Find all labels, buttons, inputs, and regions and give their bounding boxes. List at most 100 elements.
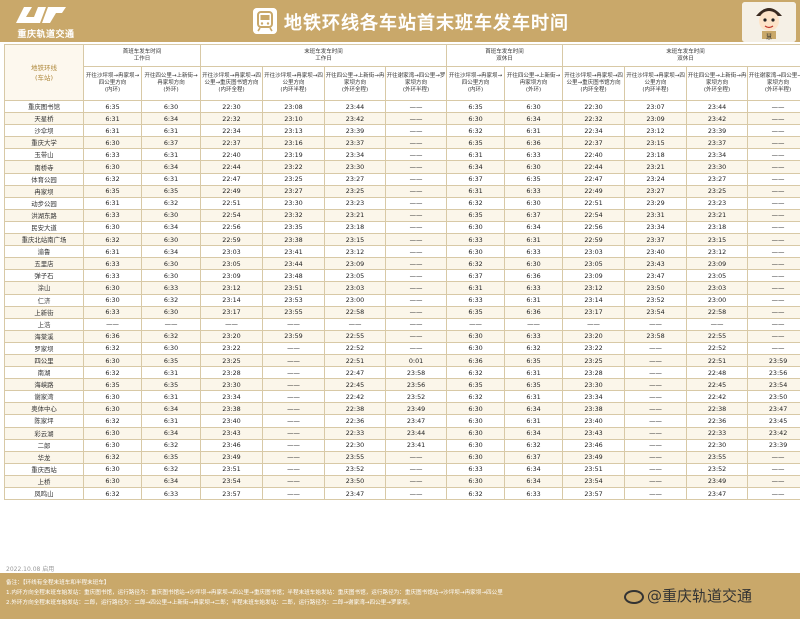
time-cell: ——	[747, 317, 800, 331]
time-cell: 6:31	[83, 196, 142, 210]
time-cell: ——	[747, 341, 800, 355]
time-cell: ——	[747, 148, 800, 162]
time-cell: 23:15	[324, 233, 387, 247]
time-cell: ——	[262, 341, 326, 355]
time-cell: 6:32	[504, 438, 564, 452]
table-row: 南湖 6:32 6:31 23:28 —— 22:47 23:58 6:32 6:31 23:28…	[4, 366, 800, 380]
station-name: 重庆西站	[4, 462, 84, 476]
table-row: 海棠溪 6:36 6:32 23:20 23:59 22:55 —— 6:30 6:33 23:2…	[4, 329, 800, 343]
time-cell: 6:30	[83, 136, 142, 150]
time-cell: 6:37	[446, 269, 506, 283]
time-cell: 6:31	[504, 390, 564, 404]
station-name: 奥体中心	[4, 402, 84, 416]
time-cell: 22:30	[686, 438, 749, 452]
time-cell: 6:30	[140, 233, 202, 247]
time-cell: 6:30	[83, 438, 142, 452]
time-cell: 23:07	[624, 99, 688, 114]
time-cell: 6:33	[446, 462, 506, 476]
time-cell: 22:51	[324, 353, 387, 368]
column-header: 开往四公里→上新街→冉家坝方向 (外环)	[504, 66, 564, 101]
table-row: 重庆大学 6:30 6:37 22:37 23:16 23:37 —— 6:35 6:36 22:…	[4, 136, 800, 150]
time-cell: ——	[262, 486, 326, 501]
time-cell: 23:51	[262, 281, 326, 295]
time-cell: 23:44	[385, 426, 448, 440]
time-cell: 23:57	[200, 486, 264, 501]
time-cell: 22:49	[562, 184, 626, 198]
time-cell: ——	[624, 438, 688, 452]
time-cell: 22:51	[686, 353, 749, 368]
station-name: 陈家坪	[4, 414, 84, 428]
time-cell: 6:30	[446, 450, 506, 464]
time-cell: 6:31	[504, 414, 564, 428]
time-cell: 23:09	[324, 257, 387, 271]
station-name: 上新街	[4, 305, 84, 319]
time-cell: 22:56	[562, 220, 626, 235]
time-cell: ——	[385, 293, 448, 307]
time-cell: 23:38	[200, 402, 264, 416]
time-cell: 23:15	[624, 136, 688, 150]
station-name: 四公里	[4, 353, 84, 368]
time-cell: 23:40	[562, 414, 626, 428]
station-name: 天星桥	[4, 112, 84, 126]
time-cell: ——	[747, 136, 800, 150]
station-name: 上桥	[4, 474, 84, 489]
time-cell: 23:13	[262, 124, 326, 138]
time-cell: ——	[262, 366, 326, 380]
time-cell: 23:52	[385, 390, 448, 404]
time-cell: 6:34	[504, 402, 564, 416]
time-cell: ——	[624, 317, 688, 331]
time-cell: 6:32	[140, 293, 202, 307]
time-cell: ——	[624, 341, 688, 355]
time-cell: 23:34	[200, 390, 264, 404]
time-cell: 23:24	[624, 172, 688, 186]
time-cell: 6:34	[140, 474, 202, 489]
time-cell: 6:33	[504, 245, 564, 259]
time-cell: 23:25	[324, 184, 387, 198]
column-header: 开往沙坪坝→冉家坝→四公里→重庆图书馆方向 (内环全程)	[562, 66, 626, 101]
time-cell: 6:31	[504, 233, 564, 247]
time-cell: 6:30	[140, 269, 202, 283]
time-cell: 6:33	[504, 148, 564, 162]
note-title: 备注：【环线有全程末班车和半程末班车】	[6, 580, 110, 586]
time-cell: 23:25	[686, 184, 749, 198]
time-cell: 23:22	[200, 341, 264, 355]
station-column-header: 地铁环线 (车站)	[4, 44, 84, 101]
time-cell: ——	[385, 269, 448, 283]
time-cell: 6:32	[140, 329, 202, 343]
time-cell: 23:49	[200, 450, 264, 464]
time-cell: ——	[385, 281, 448, 295]
time-cell: 22:45	[324, 378, 387, 392]
group-header-weekend-last: 末班车发车时间 双休日	[562, 44, 800, 67]
time-cell: 22:34	[200, 124, 264, 138]
time-cell: 6:30	[446, 474, 506, 489]
time-cell: 6:30	[446, 220, 506, 235]
time-cell: 23:48	[262, 269, 326, 283]
time-cell: 23:15	[686, 233, 749, 247]
time-cell: ——	[747, 305, 800, 319]
time-cell: 23:46	[562, 438, 626, 452]
time-cell: 23:49	[562, 450, 626, 464]
time-cell: 6:35	[83, 99, 142, 114]
time-cell: ——	[446, 317, 506, 331]
time-cell: 23:27	[686, 172, 749, 186]
table-row: 罗家坝 6:32 6:30 23:22 —— 22:52 —— 6:30 6:32 23:22 ——…	[4, 341, 800, 355]
time-cell: 22:42	[324, 390, 387, 404]
table-row: 体育公园 6:32 6:31 22:47 23:25 23:27 —— 6:37 6:35 22:…	[4, 172, 800, 186]
time-cell: 6:34	[504, 474, 564, 489]
time-cell: 6:37	[504, 208, 564, 222]
time-cell: ——	[747, 112, 800, 126]
time-cell: 6:30	[504, 196, 564, 210]
column-header: 开往沙坪坝→冉家坝→四公里→重庆图书馆方向 (内环全程)	[200, 66, 264, 101]
time-cell: 23:34	[562, 390, 626, 404]
time-cell: 6:31	[83, 124, 142, 138]
time-cell: ——	[262, 438, 326, 452]
time-cell: 23:40	[624, 245, 688, 259]
notes-panel: 备注：【环线有全程末班车和半程末班车】 1.内环方向全程末班车始发站：重庆图书馆…	[0, 573, 800, 619]
time-cell: ——	[747, 172, 800, 186]
time-cell: 6:37	[446, 172, 506, 186]
time-cell: 23:12	[324, 245, 387, 259]
time-cell: 6:30	[446, 245, 506, 259]
time-cell: 6:34	[504, 462, 564, 476]
metro-logo: 重庆轨道交通	[6, 4, 86, 40]
time-cell: ——	[624, 378, 688, 392]
